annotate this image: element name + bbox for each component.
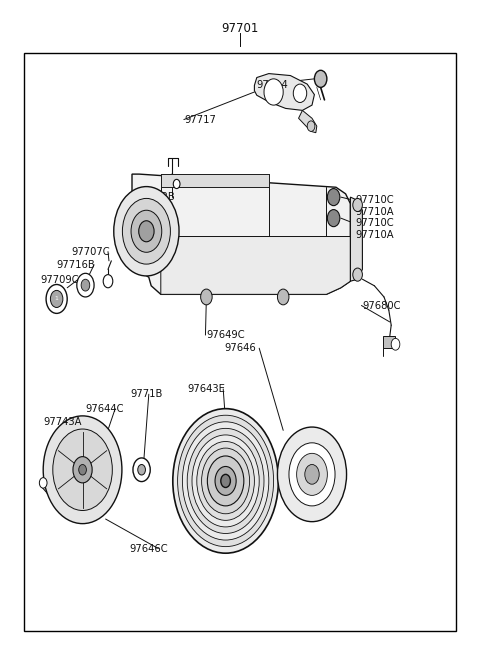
Text: 97710C: 97710C — [355, 218, 394, 229]
Circle shape — [297, 453, 327, 495]
Circle shape — [264, 79, 283, 105]
Circle shape — [277, 289, 289, 305]
Circle shape — [289, 443, 335, 506]
Circle shape — [103, 275, 113, 288]
Circle shape — [178, 415, 274, 547]
Circle shape — [197, 442, 254, 520]
Circle shape — [133, 458, 150, 482]
Circle shape — [314, 70, 327, 87]
Circle shape — [391, 338, 400, 350]
Circle shape — [202, 448, 250, 514]
Circle shape — [139, 221, 154, 242]
Polygon shape — [132, 174, 350, 294]
Circle shape — [305, 464, 319, 484]
Circle shape — [79, 464, 86, 475]
Circle shape — [327, 189, 340, 206]
Text: 97710A: 97710A — [355, 229, 394, 240]
Circle shape — [81, 279, 90, 291]
Circle shape — [50, 290, 63, 307]
Circle shape — [77, 273, 94, 297]
Text: 97717: 97717 — [185, 114, 216, 125]
Text: 97743A: 97743A — [43, 417, 82, 428]
Text: 97680C: 97680C — [362, 300, 401, 311]
Text: 97646: 97646 — [225, 343, 256, 353]
Polygon shape — [254, 74, 314, 110]
Polygon shape — [161, 174, 269, 187]
Bar — [383, 336, 395, 348]
Circle shape — [192, 435, 259, 527]
Circle shape — [215, 466, 236, 495]
Text: 97714: 97714 — [257, 80, 288, 91]
Text: 9771B: 9771B — [131, 389, 163, 399]
Circle shape — [293, 84, 307, 102]
Polygon shape — [161, 174, 269, 187]
Circle shape — [327, 210, 340, 227]
Circle shape — [39, 478, 47, 488]
Circle shape — [173, 409, 278, 553]
Circle shape — [307, 121, 315, 131]
Polygon shape — [161, 237, 350, 294]
Circle shape — [187, 428, 264, 533]
Circle shape — [353, 268, 362, 281]
Text: 97643E: 97643E — [187, 384, 225, 394]
Text: 97710C: 97710C — [355, 195, 394, 206]
Text: 97644C: 97644C — [85, 403, 124, 414]
Circle shape — [277, 427, 347, 522]
Circle shape — [43, 416, 122, 524]
Text: 97716B: 97716B — [57, 260, 96, 270]
Circle shape — [182, 422, 269, 540]
Polygon shape — [299, 110, 317, 133]
Circle shape — [201, 289, 212, 305]
Text: 97710A: 97710A — [355, 206, 394, 217]
Text: 97707C: 97707C — [71, 246, 109, 257]
Circle shape — [53, 429, 112, 510]
Circle shape — [221, 474, 230, 487]
Circle shape — [114, 187, 179, 276]
Circle shape — [173, 179, 180, 189]
Polygon shape — [350, 197, 362, 281]
Circle shape — [122, 198, 170, 264]
Circle shape — [138, 464, 145, 475]
Text: 1: 1 — [55, 296, 59, 302]
Circle shape — [131, 210, 162, 252]
Text: 97646C: 97646C — [130, 543, 168, 554]
Circle shape — [353, 198, 362, 212]
Circle shape — [207, 456, 244, 506]
Bar — [24, 53, 456, 631]
Circle shape — [46, 284, 67, 313]
Text: 97649C: 97649C — [206, 330, 245, 340]
Circle shape — [73, 457, 92, 483]
Text: 97652B: 97652B — [137, 192, 176, 202]
Text: 97701: 97701 — [221, 22, 259, 35]
Text: 97709C: 97709C — [41, 275, 79, 285]
